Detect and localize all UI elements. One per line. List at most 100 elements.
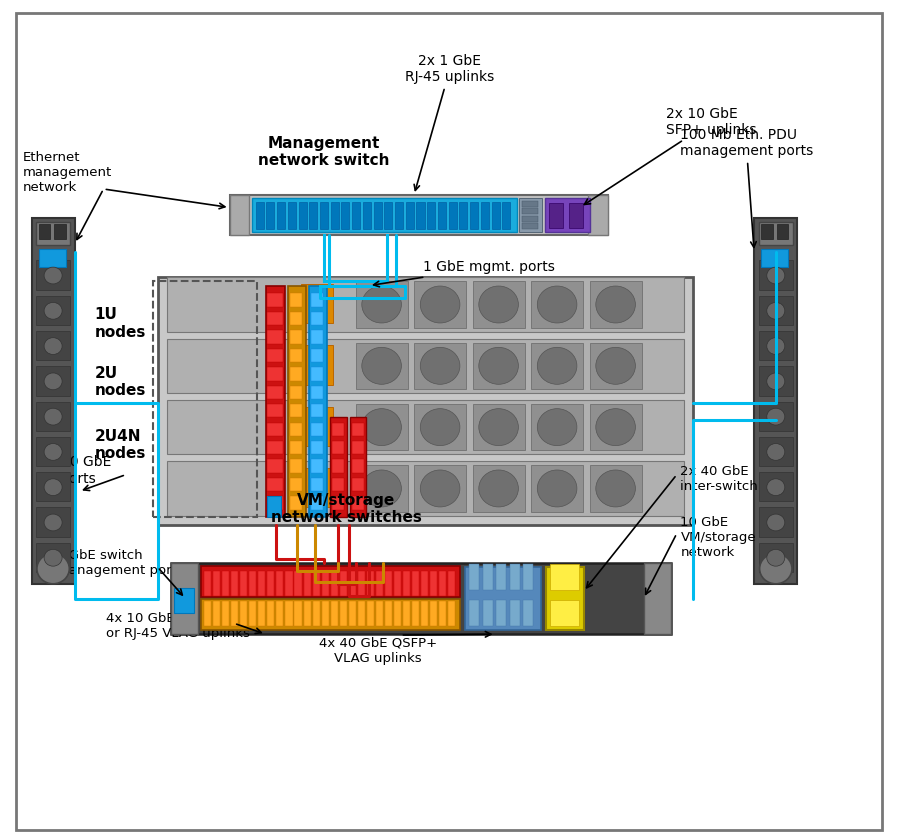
Bar	[213, 601, 220, 626]
Bar	[357, 571, 364, 596]
Text: Management
network switch: Management network switch	[258, 135, 390, 168]
Bar	[310, 404, 323, 417]
Bar	[290, 459, 302, 473]
Circle shape	[537, 409, 577, 446]
Bar	[411, 571, 418, 596]
Bar	[310, 330, 323, 344]
Bar	[472, 343, 525, 389]
Bar	[321, 571, 328, 596]
Bar	[375, 601, 382, 626]
Circle shape	[767, 338, 785, 354]
Bar	[510, 600, 520, 626]
Bar	[36, 260, 70, 290]
Bar	[267, 349, 283, 362]
Bar	[411, 601, 418, 626]
Bar	[414, 404, 466, 450]
Bar	[332, 441, 344, 454]
Bar	[483, 600, 493, 626]
Bar	[483, 564, 493, 590]
Bar	[32, 218, 75, 584]
Circle shape	[767, 479, 785, 496]
Bar	[421, 571, 428, 596]
Bar	[363, 202, 371, 229]
Circle shape	[37, 554, 69, 584]
Bar	[332, 478, 344, 491]
Bar	[294, 571, 302, 596]
Bar	[352, 459, 364, 473]
Bar	[310, 202, 318, 229]
Bar	[290, 496, 302, 510]
Text: 2U
nodes: 2U nodes	[94, 366, 146, 398]
Text: 2x 10 GbE
SFP+ uplinks: 2x 10 GbE SFP+ uplinks	[584, 107, 757, 204]
Bar	[759, 260, 793, 290]
Circle shape	[44, 549, 62, 566]
Bar	[406, 202, 414, 229]
Bar	[522, 201, 538, 207]
Bar	[288, 286, 306, 517]
Bar	[290, 478, 302, 491]
Bar	[546, 567, 584, 630]
Bar	[569, 203, 583, 228]
Bar	[551, 564, 580, 590]
Bar	[166, 461, 684, 516]
Text: 10 GbE
ports: 10 GbE ports	[61, 455, 112, 486]
Bar	[36, 296, 70, 325]
Bar	[341, 202, 349, 229]
Circle shape	[767, 549, 785, 566]
Bar	[395, 202, 403, 229]
Bar	[531, 404, 583, 450]
Bar	[414, 465, 466, 512]
Bar	[497, 564, 507, 590]
Circle shape	[420, 286, 460, 323]
Bar	[761, 224, 773, 239]
Bar	[267, 459, 283, 473]
Bar	[290, 367, 302, 381]
Bar	[290, 330, 302, 344]
FancyBboxPatch shape	[16, 13, 882, 830]
Bar	[472, 404, 525, 450]
Circle shape	[767, 444, 785, 460]
Bar	[290, 312, 302, 325]
Bar	[267, 441, 283, 454]
Bar	[36, 543, 70, 572]
Bar	[519, 198, 542, 232]
Bar	[590, 465, 642, 512]
Circle shape	[479, 348, 518, 385]
Bar	[438, 202, 446, 229]
Bar	[522, 223, 538, 229]
Bar	[430, 571, 436, 596]
Circle shape	[44, 373, 62, 390]
Text: 2U4N
nodes: 2U4N nodes	[94, 429, 146, 461]
Bar	[531, 343, 583, 389]
Bar	[252, 198, 517, 232]
Bar	[310, 478, 323, 491]
Bar	[524, 564, 534, 590]
Text: 2x 40 GbE
inter-switch link: 2x 40 GbE inter-switch link	[680, 465, 787, 493]
Bar	[302, 345, 333, 385]
Bar	[201, 599, 461, 630]
Circle shape	[767, 373, 785, 390]
Bar	[393, 601, 400, 626]
Circle shape	[537, 286, 577, 323]
Bar	[470, 202, 478, 229]
Bar	[332, 423, 344, 436]
Bar	[312, 571, 319, 596]
Bar	[249, 571, 256, 596]
Circle shape	[479, 409, 518, 446]
Bar	[230, 195, 249, 235]
Bar	[544, 198, 590, 232]
Bar	[761, 249, 788, 267]
Bar	[290, 386, 302, 399]
Text: Ethernet
management
network: Ethernet management network	[22, 150, 112, 194]
Bar	[290, 404, 302, 417]
Circle shape	[362, 348, 401, 385]
Bar	[352, 441, 364, 454]
Circle shape	[767, 267, 785, 284]
Bar	[222, 571, 230, 596]
Bar	[249, 601, 256, 626]
Bar	[36, 222, 70, 245]
Circle shape	[596, 409, 635, 446]
Bar	[414, 281, 466, 328]
Circle shape	[44, 479, 62, 496]
Bar	[54, 224, 66, 239]
